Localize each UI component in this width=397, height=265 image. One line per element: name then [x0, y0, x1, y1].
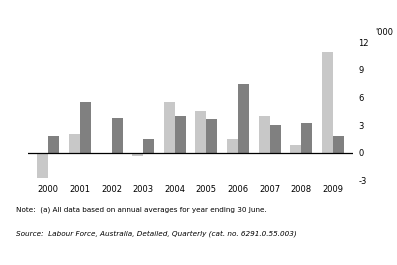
Bar	[322, 52, 333, 153]
Bar	[69, 134, 80, 153]
Bar	[112, 118, 123, 153]
Bar	[195, 111, 206, 153]
Bar	[333, 136, 344, 153]
Bar	[227, 139, 238, 153]
Bar	[290, 145, 301, 153]
Text: '000: '000	[375, 28, 393, 37]
Bar	[80, 102, 91, 153]
Bar	[132, 153, 143, 156]
Text: Source:  Labour Force, Australia, Detailed, Quarterly (cat. no. 6291.0.55.003): Source: Labour Force, Australia, Detaile…	[16, 231, 297, 237]
Bar	[258, 116, 270, 153]
Bar	[206, 119, 218, 153]
Bar	[48, 136, 60, 153]
Bar	[175, 116, 186, 153]
Bar	[143, 139, 154, 153]
Bar	[270, 125, 281, 153]
Bar	[37, 153, 48, 178]
Text: Note:  (a) All data based on annual averages for year ending 30 June.: Note: (a) All data based on annual avera…	[16, 207, 267, 213]
Bar	[164, 102, 175, 153]
Bar	[238, 84, 249, 153]
Bar	[301, 123, 312, 153]
